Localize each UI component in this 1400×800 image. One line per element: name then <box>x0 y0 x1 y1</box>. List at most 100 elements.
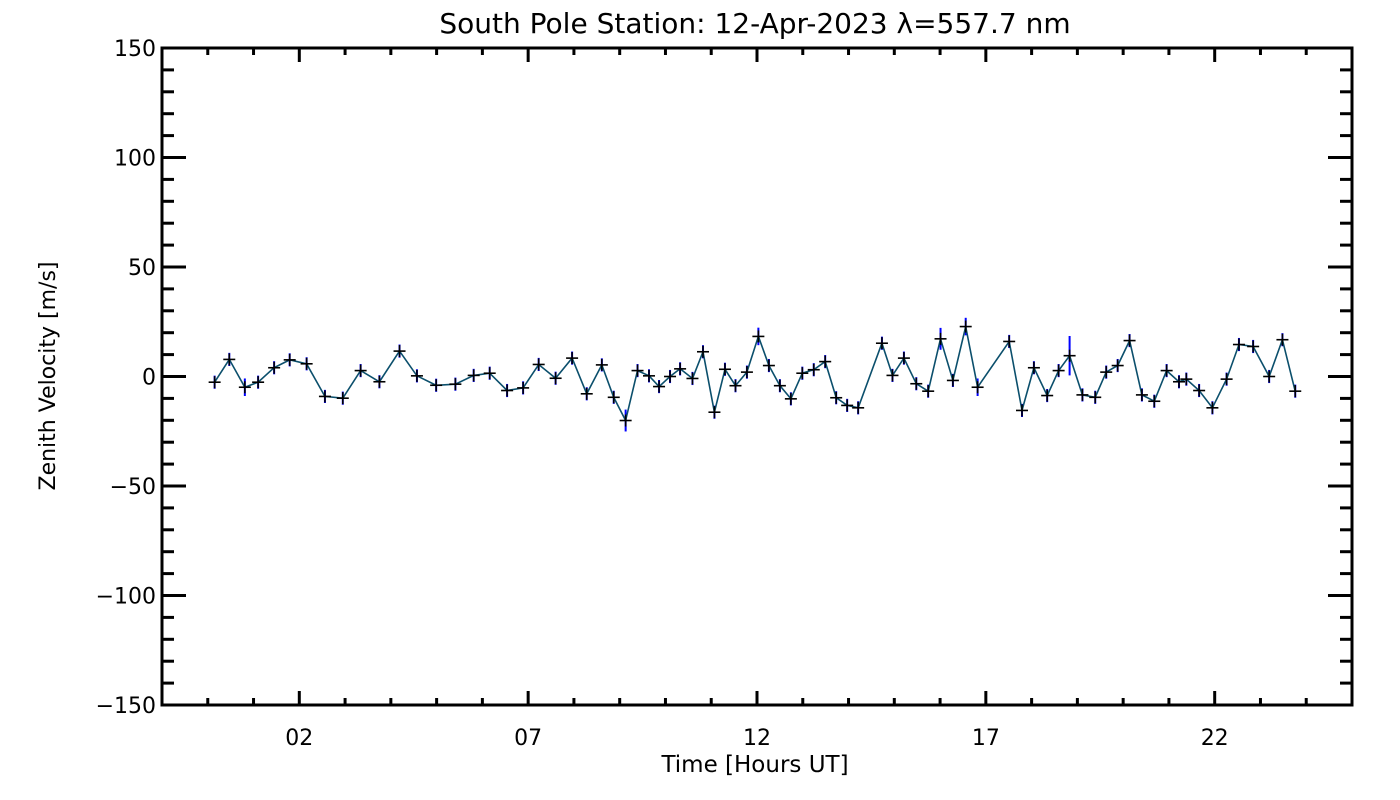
data-point <box>532 358 545 371</box>
data-point <box>373 375 386 388</box>
data-point <box>708 406 721 419</box>
data-markers <box>208 320 1302 427</box>
data-point <box>959 320 972 333</box>
y-tick-label: −150 <box>96 694 156 719</box>
data-point <box>430 379 443 392</box>
error-bars <box>213 317 1297 432</box>
x-tick-label: 22 <box>1201 726 1229 751</box>
chart-title: South Pole Station: 12-Apr-2023 λ=557.7 … <box>439 7 1070 40</box>
data-point <box>830 391 843 404</box>
data-point <box>1220 373 1233 386</box>
data-point <box>784 392 797 405</box>
data-point <box>946 374 959 387</box>
data-point <box>1148 395 1161 408</box>
data-point <box>501 384 514 397</box>
data-point <box>910 377 923 390</box>
data-point <box>410 369 423 382</box>
data-point <box>696 345 709 358</box>
data-point <box>1123 334 1136 347</box>
data-point <box>354 364 367 377</box>
x-axis-label: Time [Hours UT] <box>660 752 848 778</box>
x-tick-label: 17 <box>972 726 1000 751</box>
data-point <box>1232 338 1245 351</box>
x-tick-label: 12 <box>743 726 771 751</box>
data-point <box>653 380 666 393</box>
data-point <box>238 381 251 394</box>
y-tick-label: 100 <box>114 147 156 172</box>
data-point <box>1076 388 1089 401</box>
data-point <box>449 378 462 391</box>
tick-labels: 02 07 12 17 22 150 100 50 0 −50 −100 −150 <box>96 37 1229 751</box>
data-point <box>1135 388 1148 401</box>
data-point <box>1016 404 1029 417</box>
data-point <box>1172 375 1185 388</box>
x-tick-label: 02 <box>285 726 313 751</box>
data-point <box>580 387 593 400</box>
data-point <box>318 390 331 403</box>
data-point <box>607 391 620 404</box>
data-point <box>1089 391 1102 404</box>
data-point <box>1289 385 1302 398</box>
data-point <box>752 330 765 343</box>
data-point <box>1111 359 1124 372</box>
data-point <box>1193 384 1206 397</box>
data-point <box>1100 366 1113 379</box>
data-point <box>300 357 313 370</box>
data-point <box>796 367 809 380</box>
data-point <box>1003 335 1016 348</box>
data-point <box>1160 364 1173 377</box>
data-point <box>886 369 899 382</box>
data-point <box>208 376 221 389</box>
y-tick-label: 0 <box>142 366 156 391</box>
data-point <box>1206 401 1219 414</box>
data-point <box>517 381 530 394</box>
data-point <box>1180 373 1193 386</box>
data-point <box>336 392 349 405</box>
data-point <box>674 362 687 375</box>
y-tick-label: 50 <box>128 256 156 281</box>
y-tick-label: 150 <box>114 37 156 62</box>
data-point <box>595 358 608 371</box>
data-point <box>483 367 496 380</box>
data-point <box>1276 333 1289 346</box>
data-point <box>897 352 910 365</box>
data-point <box>268 361 281 374</box>
data-point <box>1247 340 1260 353</box>
data-point <box>1263 370 1276 383</box>
data-point <box>467 369 480 382</box>
data-point <box>1027 361 1040 374</box>
data-point <box>1063 349 1076 362</box>
data-point <box>971 381 984 394</box>
data-point <box>841 399 854 412</box>
data-point <box>252 376 265 389</box>
data-point <box>740 366 753 379</box>
data-point <box>718 363 731 376</box>
data-point <box>1041 389 1054 402</box>
data-point <box>819 355 832 368</box>
data-point <box>549 372 562 385</box>
data-point <box>619 414 632 427</box>
data-point <box>664 370 677 383</box>
data-point <box>922 385 935 398</box>
data-point <box>934 332 947 345</box>
y-axis-label: Zenith Velocity [m/s] <box>36 262 61 491</box>
data-point <box>631 364 644 377</box>
data-point <box>762 359 775 372</box>
data-point <box>642 369 655 382</box>
data-point <box>566 352 579 365</box>
x-tick-label: 07 <box>514 726 542 751</box>
data-point <box>283 353 296 366</box>
data-point <box>852 401 865 414</box>
y-tick-label: −50 <box>110 475 156 500</box>
data-point <box>773 379 786 392</box>
data-point <box>875 337 888 350</box>
data-point <box>729 379 742 392</box>
data-point <box>223 353 236 366</box>
axis-ticks <box>160 46 1354 707</box>
data-point <box>393 345 406 358</box>
data-point <box>686 372 699 385</box>
plot-frame <box>160 46 1354 707</box>
data-point <box>807 363 820 376</box>
data-point <box>1052 364 1065 377</box>
